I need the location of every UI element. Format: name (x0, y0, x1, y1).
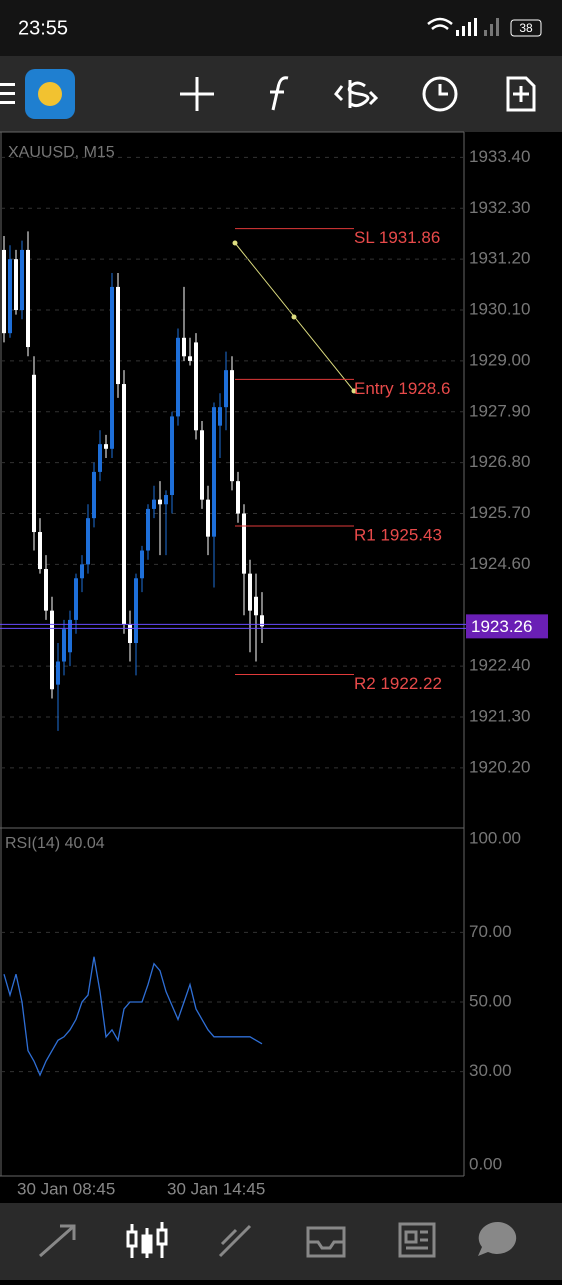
trade-tab[interactable] (218, 1224, 252, 1258)
candle-body (86, 518, 90, 565)
candle-body (224, 370, 228, 408)
y-tick-label: 1922.40 (469, 656, 530, 675)
candle-body (116, 286, 120, 385)
signal-icon (456, 18, 499, 36)
rsi-tick-label: 50.00 (469, 991, 512, 1010)
candle-body (248, 573, 252, 611)
chart-tab[interactable] (126, 1222, 168, 1258)
trade-button[interactable] (334, 80, 379, 108)
candle-body (146, 508, 150, 551)
trend-point (291, 314, 297, 320)
chart: XAUUSD, M15 RSI(14) 40.04 1933.40 1932.30… (0, 131, 548, 1198)
candle-body (218, 407, 222, 426)
bottom-nav (0, 1203, 562, 1280)
x-tick-label: 30 Jan 08:45 (17, 1179, 115, 1198)
new-order-button[interactable] (506, 76, 536, 112)
status-bar (0, 0, 562, 56)
y-tick-label: 1933.40 (469, 147, 530, 166)
symbol-title: XAUUSD, M15 (8, 144, 115, 161)
candle-body (152, 499, 156, 509)
candle-body (200, 430, 204, 500)
rsi-tick-label: 100.00 (469, 828, 521, 847)
candle-body (122, 384, 126, 625)
candle-body (128, 624, 132, 644)
y-tick-label: 1932.30 (469, 198, 530, 217)
candle-body (188, 356, 192, 361)
candle-body (158, 499, 162, 505)
rsi-tick-label: 70.00 (469, 922, 512, 941)
menu-button[interactable] (0, 83, 15, 104)
candle-body (50, 610, 54, 690)
y-tick-label: 1920.20 (469, 757, 530, 776)
candle-body (62, 629, 66, 662)
candle-body (44, 569, 48, 611)
candle-body (68, 619, 72, 653)
candle-body (14, 259, 18, 311)
candle-body (38, 532, 42, 570)
rsi-tick-label: 30.00 (469, 1061, 512, 1080)
wifi-icon (427, 17, 453, 30)
trend-point (232, 240, 238, 246)
candle-body (182, 337, 186, 357)
y-tick-label: 1929.00 (469, 350, 530, 369)
candle-body (230, 370, 234, 482)
chat-tab[interactable] (478, 1221, 517, 1256)
candle-body (80, 564, 84, 579)
candle-body (2, 249, 6, 334)
candle-body (92, 471, 96, 519)
level-label: SL 1931.86 (354, 228, 440, 247)
indicators-button[interactable] (270, 76, 289, 111)
rsi-title: RSI(14) 40.04 (5, 835, 105, 852)
candle-body (26, 249, 30, 348)
y-tick-label: 1927.90 (469, 401, 530, 420)
timeframe-button[interactable] (422, 76, 458, 112)
candle-body (206, 499, 210, 537)
candle-body (8, 259, 12, 334)
y-tick-label: 1925.70 (469, 503, 530, 522)
level-label: Entry 1928.6 (354, 379, 450, 398)
y-tick-label: 1931.20 (469, 249, 530, 268)
candle-body (176, 337, 180, 417)
candle-body (170, 416, 174, 496)
history-tab[interactable] (306, 1226, 346, 1258)
toolbar (0, 56, 562, 132)
level-label: R1 1925.43 (354, 525, 442, 544)
candle-body (236, 481, 240, 514)
crosshair-button[interactable] (180, 77, 214, 111)
y-tick-label: 1926.80 (469, 452, 530, 471)
level-label: R2 1922.22 (354, 674, 442, 693)
candle-body (140, 550, 144, 579)
candle-body (164, 495, 168, 505)
rsi-tick-label: 0.00 (469, 1154, 502, 1173)
news-tab[interactable] (398, 1222, 436, 1258)
candle-body (134, 578, 138, 644)
candle-body (242, 513, 246, 574)
price-tag-label: 1923.26 (471, 617, 532, 636)
candle-body (98, 444, 102, 472)
app-logo-mark (38, 82, 62, 106)
candle-body (110, 286, 114, 449)
price-tag (466, 614, 548, 639)
clock: 23:55 (18, 17, 68, 39)
quotes-tab[interactable] (39, 1224, 76, 1258)
y-tick-label: 1930.10 (469, 300, 530, 319)
candle-body (194, 342, 198, 431)
candle-body (212, 407, 216, 537)
candle-body (74, 578, 78, 620)
trend-point (351, 388, 357, 394)
candle-body (104, 444, 108, 449)
battery-level: 38 (519, 21, 533, 35)
battery-icon (510, 19, 542, 37)
candle-body (260, 615, 264, 627)
y-tick-label: 1921.30 (469, 706, 530, 725)
candle-body (56, 661, 60, 685)
rsi-line (3, 956, 263, 1077)
candle-body (254, 596, 258, 616)
candle-body (32, 374, 36, 533)
x-tick-label: 30 Jan 14:45 (167, 1179, 265, 1198)
candle-body (20, 249, 24, 311)
y-tick-label: 1924.60 (469, 554, 530, 573)
